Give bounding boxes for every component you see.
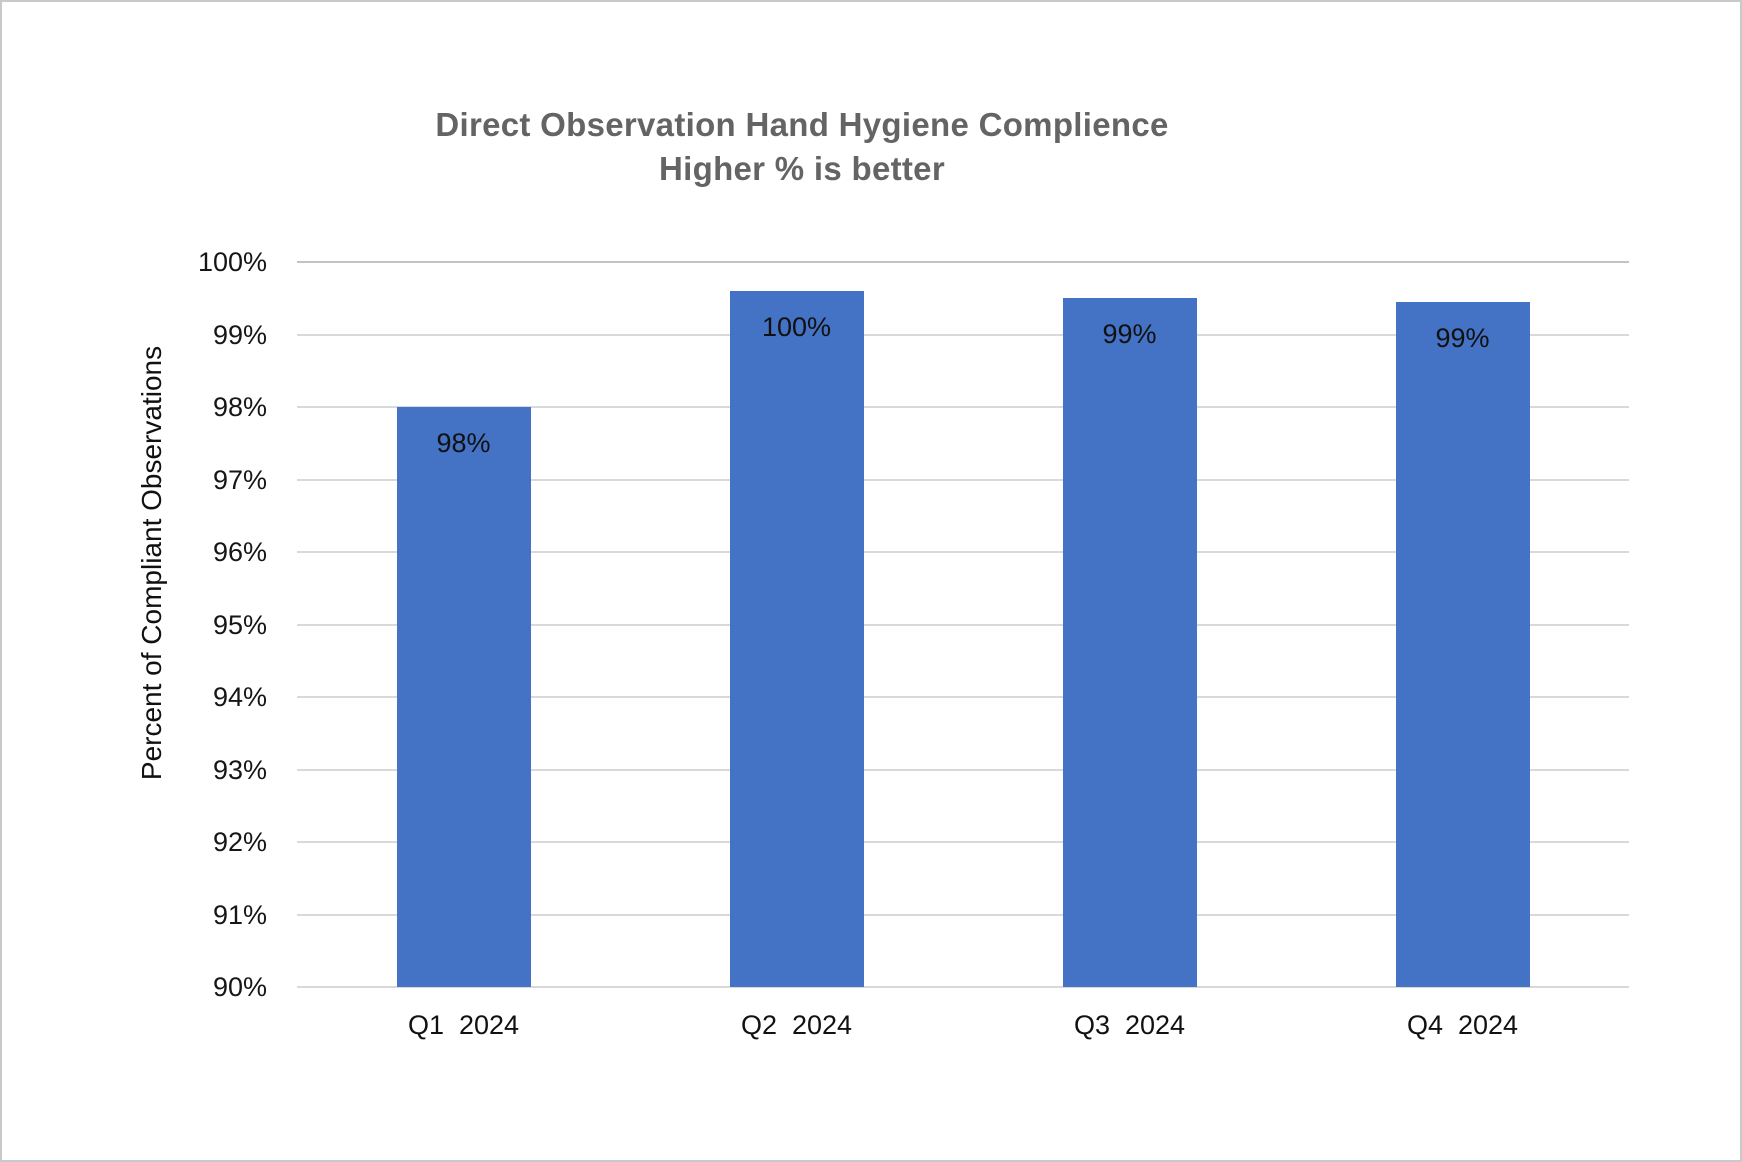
gridline [297,841,1629,843]
gridline [297,768,1629,771]
gridline [297,986,1629,988]
x-tick-label: Q3 2024 [1073,1010,1186,1040]
x-tick-label: Q4 2024 [1406,1010,1519,1040]
y-tick-label: 94% [212,682,267,712]
y-tick-label: 92% [212,827,267,857]
gridline [297,333,1629,336]
chart-title-line2: Higher % is better [659,150,945,187]
x-tick-label: Q1 2024 [407,1010,520,1040]
y-tick-label: 100% [197,247,267,277]
gridline [297,623,1629,626]
y-tick-label: 99% [212,319,267,350]
y-tick-label: 95% [212,609,267,640]
chart-title: Direct Observation Hand Hygiene Complien… [2,103,1602,191]
bar-q1: 98% [396,407,531,987]
bar-data-label: 99% [1102,319,1157,350]
gridline [297,261,1629,263]
bar-q4: 99% [1395,301,1530,987]
gridline [297,478,1629,481]
gridline [297,696,1629,698]
y-tick-label: 93% [212,754,267,785]
bar-data-label: 99% [1435,322,1490,353]
bar-data-label: 98% [436,428,491,458]
gridline [297,913,1629,916]
y-tick-label: 91% [212,899,267,930]
gridline [297,551,1629,553]
x-tick-label: Q2 2024 [740,1010,853,1040]
bar-q2: 100% [729,291,864,987]
gridline [297,406,1629,408]
bar-data-label: 100% [761,312,832,342]
bar-q3: 99% [1062,298,1197,987]
chart-title-line1: Direct Observation Hand Hygiene Complien… [435,106,1169,143]
y-tick-label: 97% [212,464,267,495]
y-tick-label: 98% [212,392,267,422]
y-tick-label: 90% [212,972,267,1002]
y-tick-label: 96% [212,537,267,567]
